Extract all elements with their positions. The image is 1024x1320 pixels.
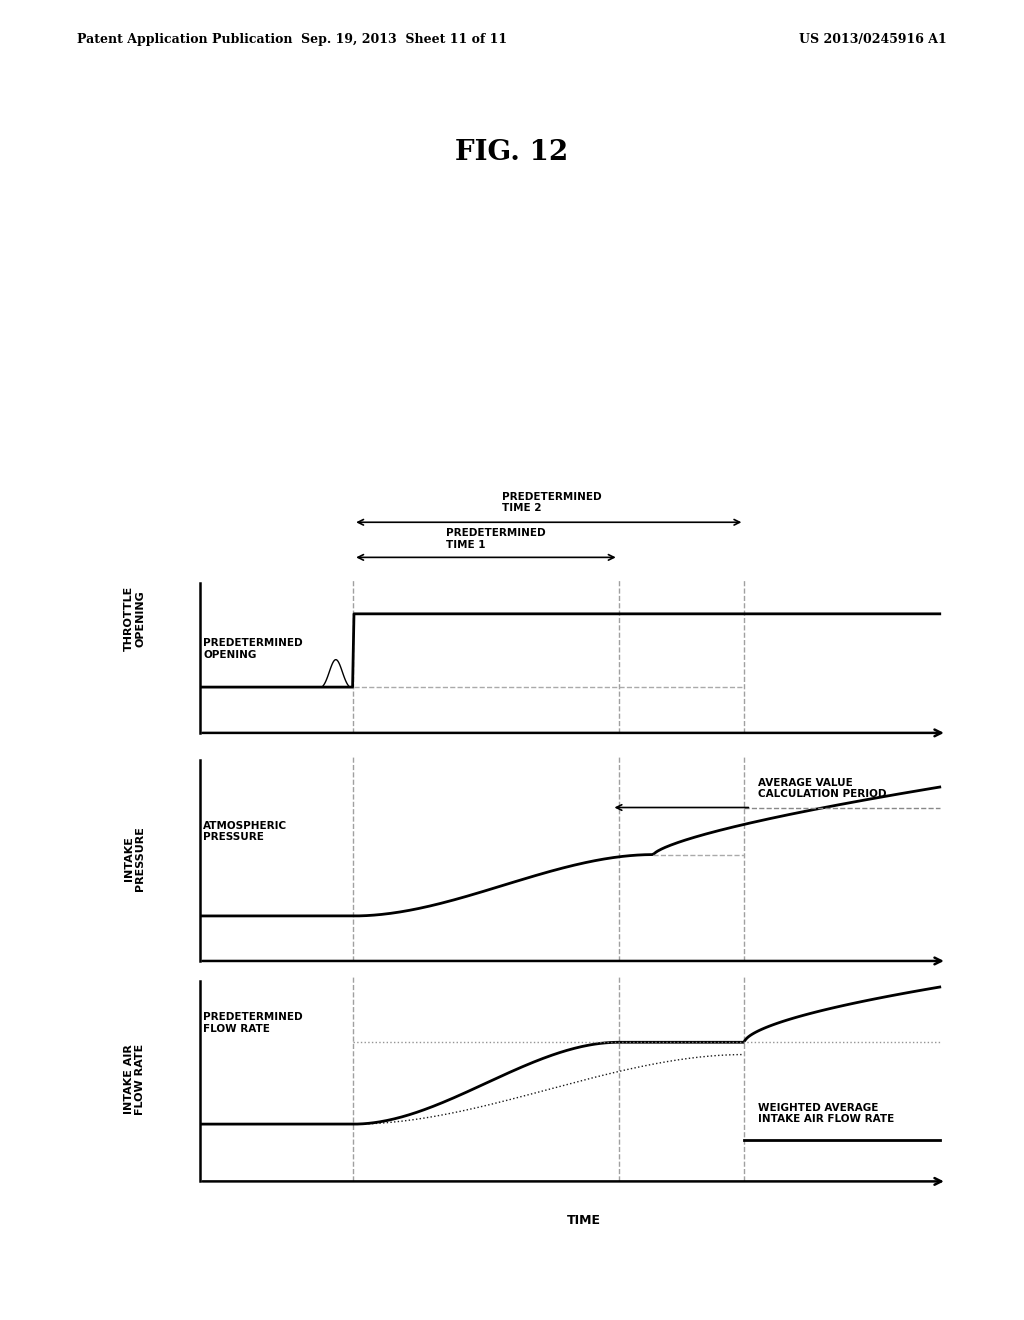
Text: FIG. 12: FIG. 12	[456, 139, 568, 165]
Text: AVERAGE VALUE
CALCULATION PERIOD: AVERAGE VALUE CALCULATION PERIOD	[758, 777, 887, 800]
Text: PREDETERMINED
FLOW RATE: PREDETERMINED FLOW RATE	[203, 1012, 303, 1034]
Text: US 2013/0245916 A1: US 2013/0245916 A1	[799, 33, 946, 46]
Text: Patent Application Publication: Patent Application Publication	[77, 33, 292, 46]
Text: PREDETERMINED
TIME 2: PREDETERMINED TIME 2	[502, 491, 601, 513]
Text: INTAKE AIR
FLOW RATE: INTAKE AIR FLOW RATE	[124, 1044, 145, 1114]
Text: THROTTLE
OPENING: THROTTLE OPENING	[124, 586, 145, 651]
Text: Sep. 19, 2013  Sheet 11 of 11: Sep. 19, 2013 Sheet 11 of 11	[301, 33, 508, 46]
Text: TIME: TIME	[566, 1214, 601, 1228]
Text: INTAKE
PRESSURE: INTAKE PRESSURE	[124, 826, 145, 891]
Text: ATMOSPHERIC
PRESSURE: ATMOSPHERIC PRESSURE	[203, 821, 288, 842]
Text: PREDETERMINED
OPENING: PREDETERMINED OPENING	[203, 638, 303, 660]
Text: PREDETERMINED
TIME 1: PREDETERMINED TIME 1	[446, 528, 546, 549]
Text: WEIGHTED AVERAGE
INTAKE AIR FLOW RATE: WEIGHTED AVERAGE INTAKE AIR FLOW RATE	[758, 1102, 895, 1125]
